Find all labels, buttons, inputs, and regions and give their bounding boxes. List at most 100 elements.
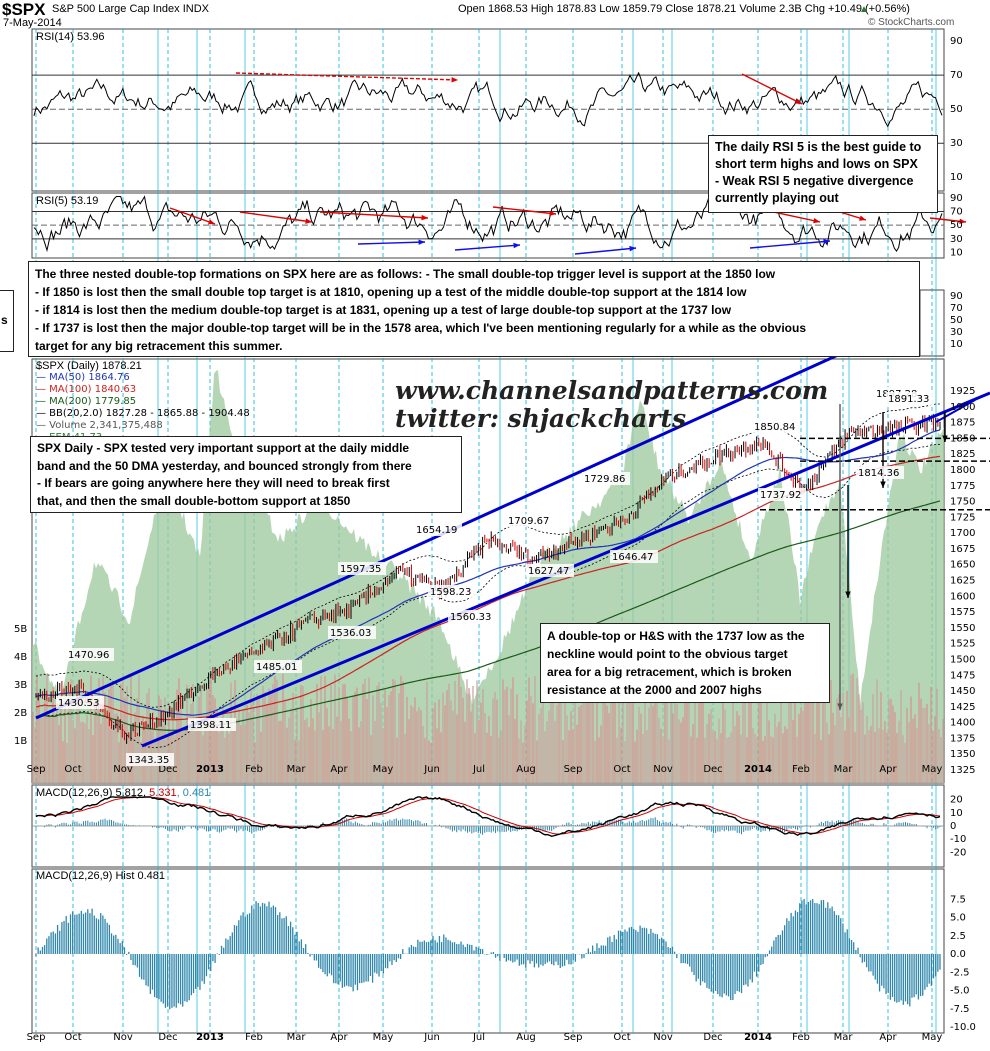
price-point-labels: 1470.96 1430.53 1343.35 1398.11 1485.01 1536.…: [56, 387, 934, 766]
macd-value: MACD(12,26,9) 5.812,: [36, 787, 147, 799]
month-tick-label: Feb: [245, 1032, 263, 1043]
price-tick-label: 1750: [950, 497, 975, 508]
rsi14-tick-label: 30: [950, 138, 963, 149]
rsi5-divergence-arrow-head: [305, 218, 312, 224]
side-note-text: s: [1, 313, 8, 327]
mini-rsi-tick-label: 10: [950, 339, 963, 350]
price-label-bg: [448, 610, 496, 623]
month-tick-label: Oct: [64, 764, 81, 775]
rsi14-divergence-arrow-head: [795, 98, 802, 104]
exchange-name: INDX: [182, 3, 209, 15]
macd-label: MACD(12,26,9) 5.812, 5.331, 0.481: [36, 787, 210, 799]
hist-tick-label: 5.0: [950, 913, 966, 924]
rsi-note-line: short term highs and lows on SPX: [715, 157, 918, 171]
price-tick-label: 1550: [950, 623, 975, 634]
month-tick-label: Sep: [27, 764, 46, 775]
rsi5-convergence-arrow: [357, 241, 426, 245]
price-label-bg: [428, 585, 476, 598]
rsi5-divergence-arrow-head: [549, 210, 556, 216]
rsi5-convergence-arrow-head: [418, 239, 425, 245]
price-point-label: 1814.36: [858, 468, 899, 479]
month-tick-label: Dec: [703, 764, 722, 775]
price-label-bg: [582, 472, 630, 485]
rsi5-divergence-arrow-head: [208, 219, 215, 225]
spx-daily-label: $SPX (Daily) 1878.21: [36, 360, 142, 372]
month-tick-label: Mar: [834, 764, 854, 775]
double-top-note-line: - If 1737 is lost then the major double-…: [35, 321, 807, 335]
symbol-title: $SPX: [2, 0, 46, 19]
price-tick-label: 1600: [950, 591, 975, 602]
month-tick-label: Dec: [158, 1032, 177, 1043]
legend-entry: — MA(200) 1779.85: [36, 396, 137, 407]
price-point-label: 1560.33: [450, 612, 491, 623]
rsi5-divergence-arrow: [169, 207, 216, 225]
panel-frame: [31, 868, 945, 1034]
month-tick-label: Feb: [792, 1032, 810, 1043]
price-series: [35, 413, 941, 744]
month-tick-label: May: [373, 1032, 394, 1043]
month-tick-label: Apr: [330, 1032, 348, 1043]
volume-tick-label: 1B: [14, 736, 27, 747]
price-point-label: 1343.35: [128, 755, 169, 766]
ma50-line: [35, 429, 941, 716]
legend-entry: — BB(20,2.0) 1827.28 - 1865.88 - 1904.48: [36, 408, 250, 419]
price-tick-label: 1575: [950, 607, 975, 618]
month-tick-label: Jul: [472, 1032, 485, 1043]
month-tick-label: May: [922, 1032, 943, 1043]
indicator-legend: — MA(50) 1864.76— MA(100) 1840.63— MA(20…: [36, 372, 250, 444]
channel-short-line: [935, 399, 976, 423]
index-full-name: S&P 500 Large Cap Index: [52, 3, 180, 15]
price-tick-label: 1900: [950, 402, 975, 413]
stockcharts-brand: © StockCharts.com: [868, 17, 955, 28]
spx-note-line: SPX Daily - SPX tested very important su…: [37, 441, 410, 455]
price-point-label: 1709.67: [508, 516, 549, 527]
price-point-label: 1737.92: [760, 490, 801, 501]
price-label-bg: [254, 660, 302, 673]
rsi-note-line: - Weak RSI 5 negative divergence: [715, 174, 914, 188]
spx-note-line: band and the 50 DMA yesterday, and bounc…: [37, 458, 412, 473]
double-top-note-line: - If 1850 is lost then the small double …: [35, 285, 747, 299]
month-tick-label: Jul: [472, 764, 485, 775]
price-label-bg: [610, 550, 658, 563]
side-note-fragment: s: [0, 290, 14, 352]
rsi5-divergence-arrow-head: [421, 214, 428, 221]
rsi5-divergence-arrow-head: [859, 215, 866, 221]
macd-tick-label: 0: [950, 821, 956, 832]
mini-rsi-tick-label: 30: [950, 327, 963, 338]
price-label-bg: [66, 648, 114, 661]
hs-note-box: A double-top or H&S with the 1737 low as…: [540, 623, 830, 703]
watermark-site: www.channelsandpatterns.com: [395, 376, 829, 405]
double-top-note-line: The three nested double-top formations o…: [35, 267, 776, 281]
rsi5-convergence-arrow: [749, 240, 831, 249]
month-tick-label: 2013: [196, 764, 224, 775]
month-tick-label: Dec: [158, 764, 177, 775]
indicator-lines: [32, 71, 944, 838]
rsi5-line: [33, 194, 943, 253]
price-point-label: 1485.01: [256, 662, 297, 673]
month-tick-label: Jun: [423, 764, 440, 775]
price-tick-label: 1400: [950, 718, 975, 729]
price-label-bg: [338, 562, 386, 575]
hist-tick-label: -2.5: [950, 967, 970, 978]
price-tick-label: 1525: [950, 639, 975, 650]
month-tick-label: Oct: [613, 1032, 630, 1043]
macd-histogram: [35, 817, 941, 1010]
rsi14-tick-label: 10: [950, 172, 963, 183]
month-tick-label: Nov: [113, 764, 133, 775]
target-arrow-head: [845, 591, 851, 598]
hs-note-line: neckline would point to the obvious targ…: [547, 647, 788, 661]
macd-tick-label: 10: [950, 808, 963, 819]
rsi5-divergence-arrow: [492, 206, 557, 215]
double-top-note-box: The three nested double-top formations o…: [28, 261, 920, 357]
price-tick-label: 1450: [950, 686, 975, 697]
month-tick-label: May: [922, 764, 943, 775]
price-point-label: 1646.47: [612, 552, 653, 563]
macd-hist-label: MACD(12,26,9) Hist 0.481: [36, 870, 165, 882]
price-label-bg: [886, 392, 934, 405]
month-tick-label: Mar: [287, 764, 307, 775]
price-tick-label: 1650: [950, 560, 975, 571]
price-point-label: 1398.11: [190, 720, 231, 731]
price-tick-label: 1700: [950, 528, 975, 539]
price-label-bg: [506, 514, 554, 527]
volume-tick-label: 3B: [14, 680, 27, 691]
